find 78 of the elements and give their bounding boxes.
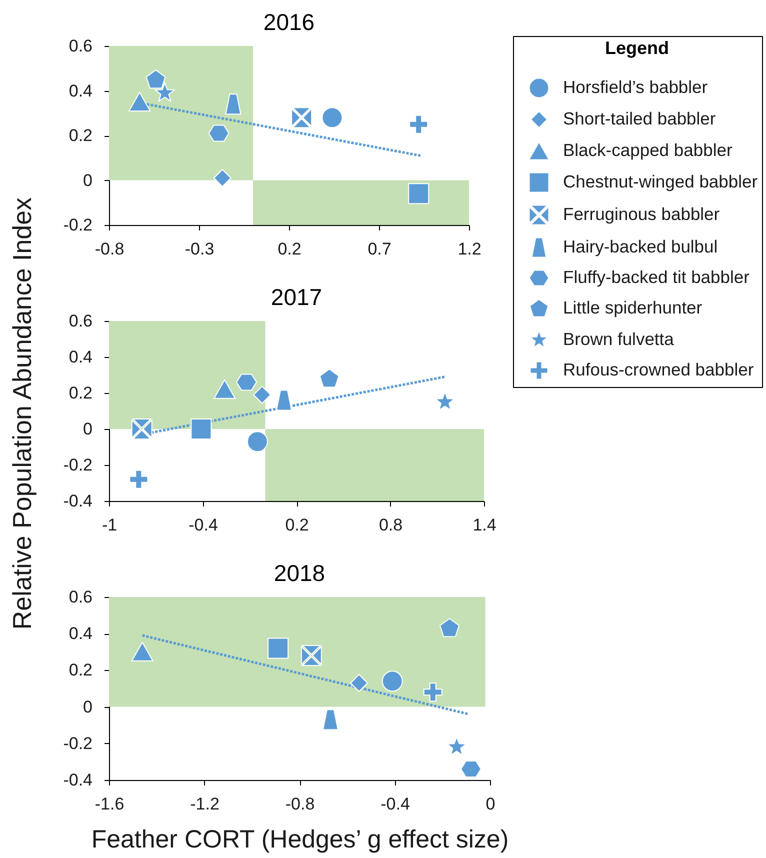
chart-title: 2017 — [270, 284, 322, 310]
y-axis-title: Relative Population Abundance Index — [7, 197, 38, 630]
point — [225, 94, 242, 115]
point — [236, 374, 257, 391]
point — [300, 645, 322, 666]
point — [382, 670, 403, 692]
point — [440, 618, 460, 638]
legend-label: Horsfield’s babbler — [563, 77, 708, 97]
point — [213, 169, 232, 188]
point — [350, 674, 368, 692]
legend-label: Chestnut-winged babbler — [563, 172, 758, 192]
x-tick-label: 0.7 — [368, 240, 392, 258]
y-tick-label: 0.6 — [68, 588, 92, 606]
y-tick-label: 0 — [83, 420, 92, 438]
legend-label: Ferruginous babbler — [563, 204, 720, 224]
legend-title: Legend — [604, 38, 670, 58]
y-tick-label: 0 — [83, 697, 92, 716]
point — [409, 114, 428, 134]
point — [246, 431, 268, 452]
legend-label: Rufous-crowned babbler — [563, 360, 754, 380]
x-tick-label: -1 — [102, 516, 118, 534]
point — [322, 709, 338, 730]
legend-label: Brown fulvetta — [563, 329, 674, 349]
x-tick-label: -1.2 — [190, 794, 220, 814]
point — [129, 470, 148, 489]
point — [253, 386, 272, 404]
y-tick-label: -0.4 — [63, 770, 92, 790]
y-tick-label: 0.4 — [68, 81, 92, 100]
x-tick-label: 0.2 — [285, 516, 309, 534]
point — [146, 70, 166, 89]
x-tick-label: -0.3 — [184, 240, 214, 258]
point — [190, 418, 212, 440]
y-tick-label: -0.2 — [63, 456, 92, 474]
y-tick-label: 0 — [83, 170, 92, 190]
x-tick-label: -0.4 — [188, 516, 218, 534]
x-tick-label: -1.6 — [94, 794, 124, 814]
point — [214, 379, 236, 399]
y-tick-label: 0.2 — [68, 660, 92, 680]
y-tick-label: 0.6 — [68, 312, 92, 330]
chart-title: 2018 — [274, 560, 326, 586]
legend-label: Hairy-backed bulbul — [563, 236, 718, 256]
y-tick-label: 0.2 — [68, 384, 92, 402]
point — [128, 92, 151, 112]
legend-label: Black-capped babbler — [563, 140, 732, 160]
point — [131, 642, 154, 662]
x-tick-label: -0.8 — [94, 240, 124, 258]
y-tick-label: 0.4 — [68, 348, 92, 366]
point — [423, 682, 442, 702]
y-tick-label: 0.2 — [68, 126, 92, 145]
point — [154, 82, 175, 102]
x-tick-label: 1.4 — [472, 516, 496, 534]
point — [319, 368, 340, 388]
x-tick-label: 1.2 — [458, 240, 482, 258]
point — [434, 392, 455, 411]
x-axis-title: Feather CORT (Hedges’ g effect size) — [91, 826, 509, 854]
point — [276, 390, 292, 411]
y-tick-label: 0.6 — [68, 36, 92, 56]
x-tick-label: 0 — [486, 794, 496, 814]
point — [446, 736, 467, 756]
y-tick-label: -0.2 — [63, 734, 92, 753]
point — [460, 760, 482, 778]
x-tick-label: 0.2 — [278, 240, 302, 258]
point — [131, 418, 152, 440]
y-tick-label: -0.2 — [63, 216, 92, 234]
x-tick-label: -0.4 — [380, 794, 410, 814]
point — [208, 124, 230, 142]
x-tick-label: 0.8 — [378, 516, 403, 534]
y-tick-label: 0.4 — [68, 624, 92, 644]
chart-title: 2016 — [263, 9, 315, 35]
point — [322, 107, 343, 128]
x-tick-label: -0.8 — [285, 794, 315, 814]
point — [291, 107, 312, 128]
legend-label: Little spiderhunter — [563, 298, 702, 318]
point — [408, 183, 430, 204]
legend-label: Short-tailed babbler — [563, 108, 716, 128]
y-tick-label: -0.4 — [63, 492, 92, 510]
legend-label: Fluffy-backed tit babbler — [563, 267, 750, 287]
point — [268, 638, 289, 659]
